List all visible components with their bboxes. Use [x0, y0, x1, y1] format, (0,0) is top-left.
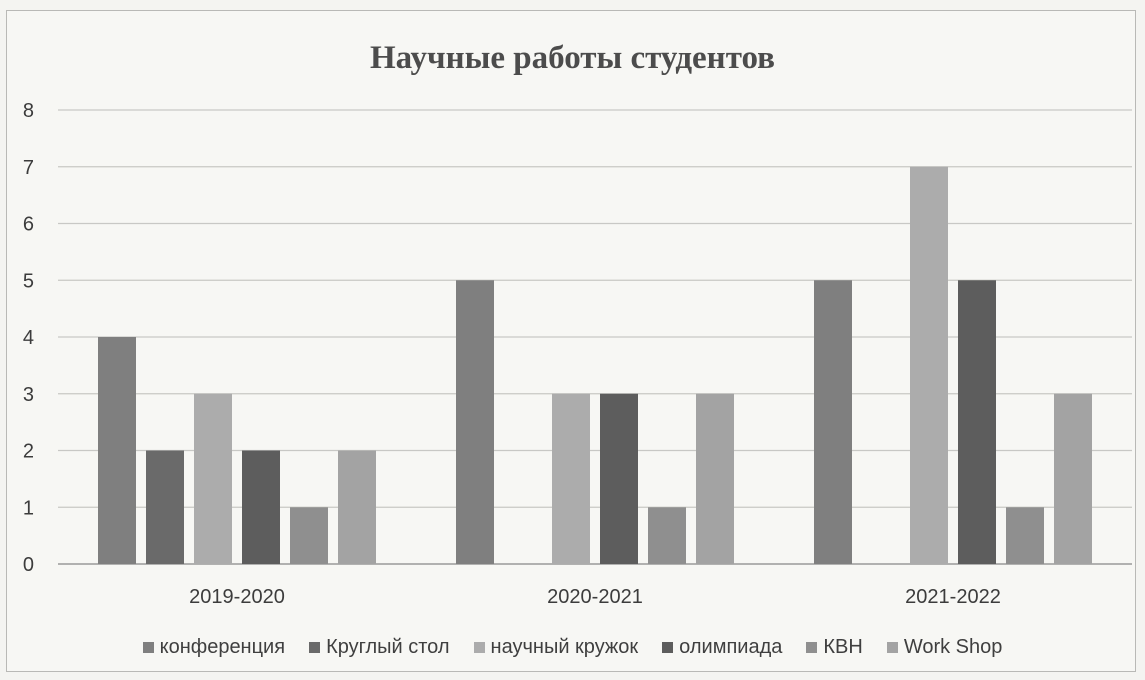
y-tick-label: 1	[23, 497, 34, 519]
legend: конференция Круглый стол научный кружок оли…	[0, 636, 1145, 659]
bar	[1054, 394, 1092, 564]
legend-swatch	[806, 642, 817, 653]
bar	[456, 280, 494, 564]
y-tick-label: 0	[23, 554, 34, 576]
legend-label: Work Shop	[904, 636, 1003, 659]
legend-swatch	[143, 642, 154, 653]
legend-item: научный кружок	[474, 636, 639, 659]
y-tick-label: 8	[23, 100, 34, 122]
bar	[338, 451, 376, 565]
y-tick-label: 5	[23, 270, 34, 292]
bar-group	[98, 167, 1092, 564]
bar	[648, 507, 686, 564]
legend-label: конференция	[160, 636, 285, 659]
x-tick-label: 2019-2020	[189, 586, 285, 608]
legend-item: Круглый стол	[309, 636, 449, 659]
bar	[290, 507, 328, 564]
bar	[98, 337, 136, 564]
x-tick-label: 2020-2021	[547, 586, 643, 608]
y-tick-label: 4	[23, 327, 34, 349]
y-tick-label: 2	[23, 441, 34, 463]
bar	[958, 280, 996, 564]
legend-label: КВН	[823, 636, 862, 659]
legend-swatch	[662, 642, 673, 653]
legend-item: олимпиада	[662, 636, 782, 659]
bar	[242, 451, 280, 565]
legend-item: КВН	[806, 636, 862, 659]
x-axis-ticks: 2019-2020 2020-2021 2021-2022	[189, 586, 1001, 608]
bar	[910, 167, 948, 564]
legend-swatch	[474, 642, 485, 653]
bar	[814, 280, 852, 564]
bar	[600, 394, 638, 564]
y-tick-label: 3	[23, 384, 34, 406]
legend-swatch	[887, 642, 898, 653]
bar	[1006, 507, 1044, 564]
bar	[194, 394, 232, 564]
legend-swatch	[309, 642, 320, 653]
legend-label: Круглый стол	[326, 636, 449, 659]
y-tick-label: 7	[23, 157, 34, 179]
legend-item: конференция	[143, 636, 285, 659]
x-tick-label: 2021-2022	[905, 586, 1001, 608]
legend-label: олимпиада	[679, 636, 782, 659]
y-axis-ticks: 0 1 2 3 4 5 6 7 8	[23, 100, 34, 576]
bar	[696, 394, 734, 564]
legend-label: научный кружок	[491, 636, 639, 659]
bar	[146, 451, 184, 565]
legend-item: Work Shop	[887, 636, 1003, 659]
bar	[552, 394, 590, 564]
y-tick-label: 6	[23, 214, 34, 236]
